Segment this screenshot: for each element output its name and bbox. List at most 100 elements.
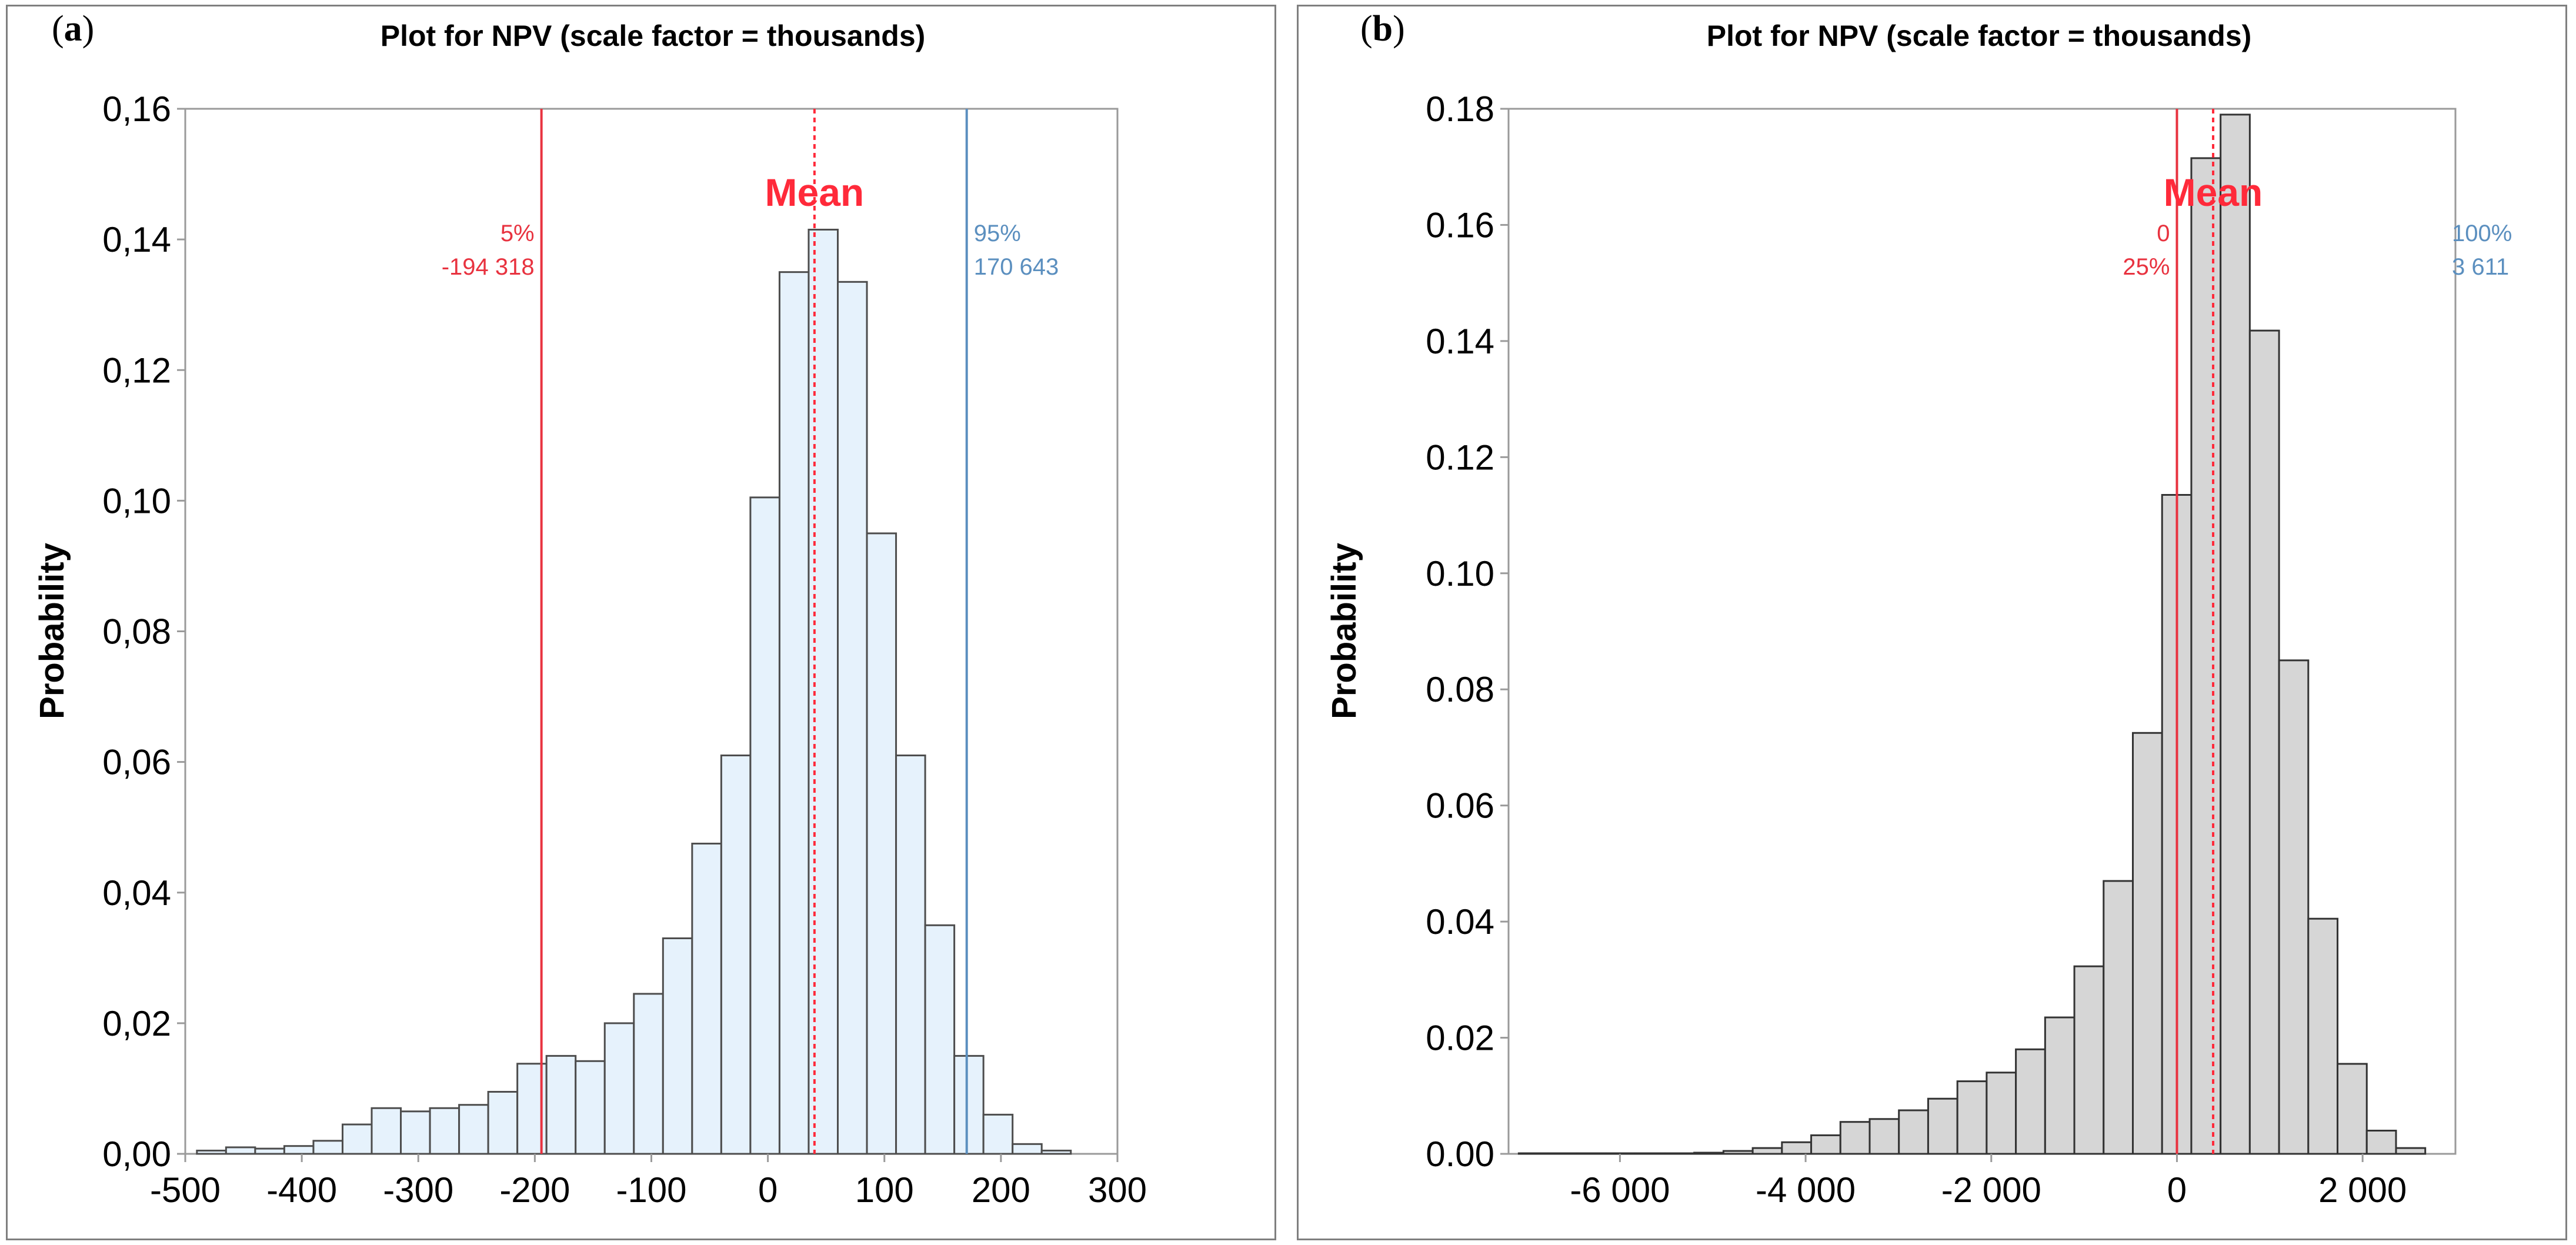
chart-b-bar (1781, 1141, 1813, 1155)
chart-a-plot-area (184, 108, 1119, 1155)
chart-b-bar (2220, 114, 2251, 1155)
chart-b-bar (1898, 1109, 1929, 1155)
chart-a-bar (603, 1022, 635, 1155)
chart-a-upper-annotation-top: 95% (974, 221, 1021, 246)
chart-b-bars (1517, 114, 2427, 1155)
chart-b-bar (2307, 917, 2339, 1155)
chart-b-x-tick-label: 2 000 (2318, 1170, 2407, 1210)
chart-b-y-tick-label: 0.10 (1426, 554, 1494, 593)
chart-b-bar (1839, 1121, 1871, 1155)
chart-a-bar (429, 1107, 461, 1155)
chart-b-y-tick-label: 0.06 (1426, 786, 1494, 826)
chart-a-y-axis-label: Probability (33, 543, 71, 719)
chart-a-bar (633, 993, 664, 1155)
chart-b: Plot for NPV (scale factor = thousands) P… (1325, 19, 2512, 1210)
chart-a-bar (749, 496, 780, 1155)
chart-b-upper-annotation-bottom: 3 611 (2452, 254, 2509, 280)
chart-b-bar (1606, 1152, 1637, 1155)
chart-a-x-tick-label: -200 (499, 1170, 570, 1210)
chart-a-bar (662, 937, 693, 1155)
panel-b-frame (1297, 5, 2567, 1240)
chart-b-y-tick-label: 0.12 (1426, 438, 1494, 477)
chart-a-bar (283, 1145, 315, 1155)
chart-a-bar (1040, 1149, 1072, 1155)
chart-b-bar (2395, 1147, 2427, 1155)
chart-a-x-tick-label: -500 (150, 1170, 221, 1210)
chart-b-y-tick-label: 0.14 (1426, 322, 1494, 361)
chart-b-mean-label: Mean (2164, 171, 2263, 214)
chart-a-bar (545, 1054, 577, 1155)
chart-a-y-tick-label: 0,02 (102, 1004, 171, 1043)
chart-a-x-tick-label: 0 (758, 1170, 778, 1210)
chart-a-x-tick-label: -400 (266, 1170, 337, 1210)
chart-a-lower-annotation-bottom: -194 318 (442, 254, 535, 280)
panel-b-label: (b) (1360, 9, 1405, 49)
chart-b-bar (2073, 965, 2105, 1155)
chart-b-bar (2278, 659, 2310, 1155)
chart-b-title: Plot for NPV (scale factor = thousands) (1707, 19, 2252, 52)
chart-b-bar (2103, 880, 2134, 1155)
chart-b-y-axis-label: Probability (1325, 543, 1363, 719)
panel-a-label: (a) (52, 9, 95, 49)
chart-b-bar (1927, 1097, 1958, 1155)
chart-b-y-tick-label: 0.02 (1426, 1019, 1494, 1058)
chart-a-y-tick-label: 0,16 (102, 89, 171, 129)
chart-b-y-tick-label: 0.04 (1426, 902, 1494, 942)
chart-b-y-tick-label: 0.08 (1426, 670, 1494, 709)
chart-a-bar (312, 1140, 343, 1155)
chart-a-y-tick-label: 0,04 (102, 873, 171, 913)
chart-b-bar (2190, 157, 2222, 1155)
chart-a-bar (575, 1060, 606, 1155)
chart-b-bar (1693, 1151, 1724, 1155)
chart-a-bar (254, 1147, 285, 1155)
chart-a-lower-annotation-top: 5% (500, 221, 535, 246)
chart-a-x-tick-label: 100 (855, 1170, 914, 1210)
chart-b-bar (1986, 1072, 2017, 1155)
chart-a-bar (691, 842, 722, 1155)
panel-b: (b) Plot for NPV (scale factor = thousan… (1297, 0, 2567, 1245)
chart-a-y-tick-label: 0,00 (102, 1134, 171, 1174)
chart-b-y-tick-label: 0.16 (1426, 205, 1494, 245)
chart-a-y-tick-label: 0,14 (102, 220, 171, 259)
chart-a-y-tick-label: 0,12 (102, 351, 171, 390)
chart-b-bar (1634, 1152, 1666, 1155)
chart-b-bar (1664, 1152, 1696, 1155)
chart-a-bar (458, 1104, 489, 1155)
panel-a-frame (6, 5, 1276, 1240)
chart-b-y-tick-label: 0.00 (1426, 1134, 1494, 1174)
chart-b-x-tick-label: -2 000 (1941, 1170, 2041, 1210)
chart-b-bar (1576, 1152, 1608, 1155)
chart-a-bar (982, 1113, 1014, 1155)
chart-b-bar (1751, 1147, 1783, 1155)
chart-a-x-tick-label: 300 (1088, 1170, 1147, 1210)
chart-b-upper-annotation-top: 100% (2452, 221, 2512, 246)
chart-b-bar (1517, 1152, 1549, 1155)
chart-b-x-tick-label: -6 000 (1570, 1170, 1670, 1210)
chart-b-x-tick-label: 0 (2167, 1170, 2187, 1210)
chart-a-mean-label: Mean (765, 171, 865, 214)
chart-b-x-tick-label: -4 000 (1756, 1170, 1856, 1210)
chart-b-bar (2248, 329, 2280, 1155)
chart-a-bar (225, 1146, 256, 1155)
chart-a-x-tick-label: -300 (383, 1170, 453, 1210)
chart-a-bar (895, 755, 926, 1155)
chart-a-bars (196, 228, 1072, 1155)
chart-a-y-tick-label: 0,06 (102, 743, 171, 782)
chart-b-bar (2015, 1048, 2046, 1155)
chart-b-bar (1722, 1150, 1754, 1155)
chart-a-y-tick-label: 0,08 (102, 612, 171, 652)
chart-b-bar (2337, 1063, 2368, 1155)
chart-a-bar (837, 281, 868, 1155)
chart-a-title: Plot for NPV (scale factor = thousands) (381, 19, 926, 52)
chart-a-bar (807, 228, 839, 1155)
chart-b-lower-annotation-bottom: 25% (2123, 254, 2170, 280)
chart-a-upper-annotation-bottom: 170 643 (974, 254, 1059, 280)
chart-b-bar (1956, 1080, 1988, 1155)
chart-b-bar (1868, 1118, 1900, 1155)
chart-a-y-tick-label: 0,10 (102, 481, 171, 520)
chart-a: Plot for NPV (scale factor = thousands) P… (33, 19, 1147, 1210)
chart-a-bar (924, 924, 956, 1155)
chart-a-x-tick-label: 200 (972, 1170, 1030, 1210)
chart-a-bar (778, 271, 810, 1155)
chart-b-lower-annotation-top: 0 (2157, 221, 2170, 246)
